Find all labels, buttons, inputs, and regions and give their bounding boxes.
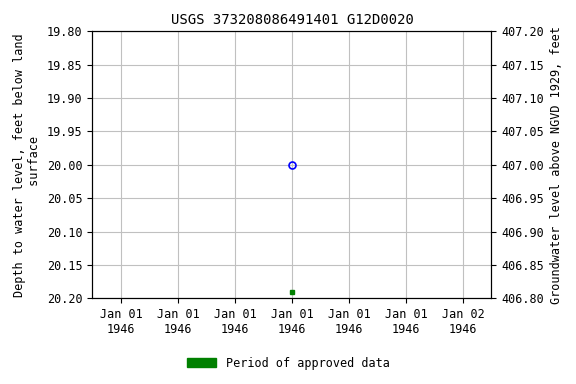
Y-axis label: Groundwater level above NGVD 1929, feet: Groundwater level above NGVD 1929, feet bbox=[550, 26, 563, 304]
Legend: Period of approved data: Period of approved data bbox=[182, 352, 394, 374]
Y-axis label: Depth to water level, feet below land
 surface: Depth to water level, feet below land su… bbox=[13, 33, 41, 297]
Title: USGS 373208086491401 G12D0020: USGS 373208086491401 G12D0020 bbox=[170, 13, 414, 28]
